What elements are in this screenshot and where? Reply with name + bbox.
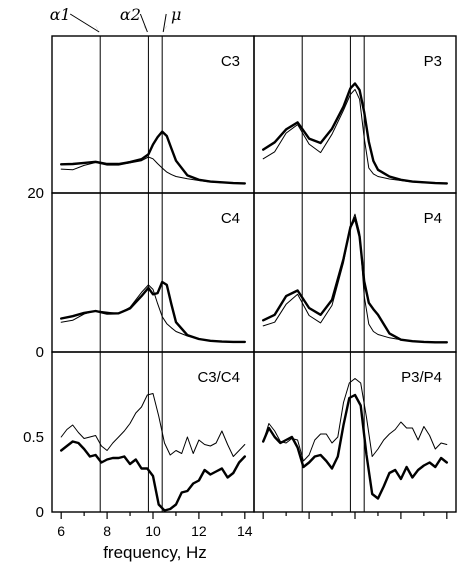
x-tick-label-2: 10 — [145, 523, 161, 539]
series-c3-c4-thick — [60, 440, 247, 512]
panel-label-c4: C4 — [221, 210, 240, 227]
x-axis-title: frequency, Hz — [103, 543, 207, 562]
series-c4-thin — [60, 284, 246, 343]
panel-label-p4: P4 — [424, 210, 442, 227]
marker-arrowhead-2 — [163, 25, 168, 32]
panel-label-c3: C3 — [221, 53, 240, 70]
x-tick-label-3: 12 — [191, 523, 207, 539]
series-p3-thick — [262, 82, 448, 185]
panel-label-c3-c4: C3/C4 — [197, 369, 240, 386]
series-p3-p4-thick — [262, 393, 448, 500]
y-tick-label-3: 0 — [36, 504, 44, 521]
x-tick-label-4: 14 — [237, 523, 253, 539]
marker-label-2: μ — [171, 5, 181, 24]
frequency-markers — [99, 36, 365, 512]
marker-arrow-1 — [139, 13, 148, 33]
x-tick-label-0: 6 — [57, 523, 65, 539]
panel-label-p3-p4: P3/P4 — [401, 369, 442, 386]
y-tick-label-2: 0.5 — [23, 429, 44, 446]
marker-arrow-2 — [162, 13, 167, 33]
y-tick-label-0: 20 — [27, 185, 44, 202]
y-tick-label-1: 0 — [36, 344, 44, 361]
x-tick-label-1: 8 — [103, 523, 111, 539]
marker-label-0: α1 — [50, 5, 71, 24]
panel-grid — [51, 35, 457, 519]
series-c3-thick — [60, 130, 247, 185]
marker-arrowhead-1 — [143, 25, 148, 32]
marker-label-1: α2 — [120, 5, 141, 24]
series-p4-thick — [262, 216, 448, 344]
series-p4-thin — [262, 213, 448, 343]
marker-arrow-0 — [69, 13, 100, 33]
series-c3-c4-thin — [60, 393, 246, 457]
series-p3-p4-thin — [262, 378, 448, 462]
series-layer — [60, 82, 448, 512]
series-c3-thin — [60, 156, 246, 184]
panel-label-p3: P3 — [424, 53, 442, 70]
series-p3-thin — [262, 88, 448, 184]
marker-arrowhead-0 — [95, 25, 100, 32]
